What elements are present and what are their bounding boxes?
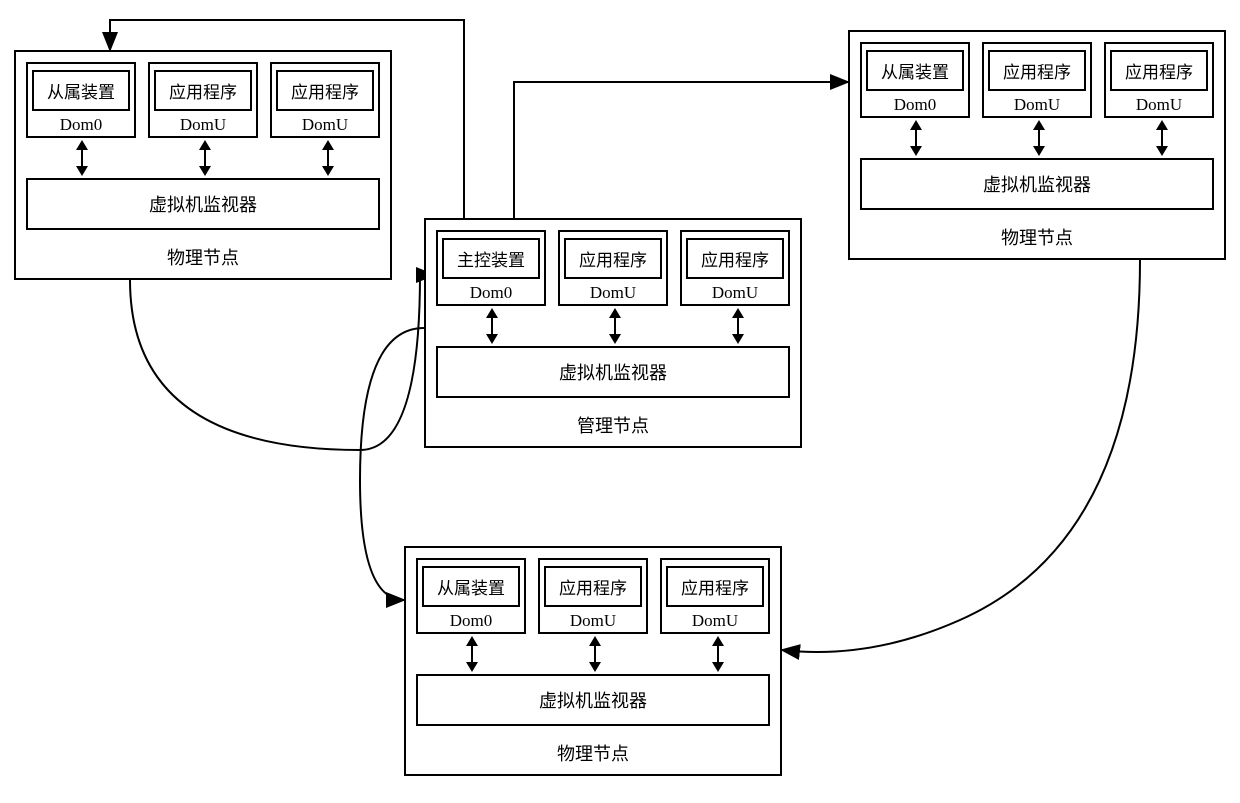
double-arrow-icon [75,140,89,176]
dom-group: 主控装置Dom0应用程序DomU应用程序DomU [436,230,790,306]
dom-sub-label: DomU [692,607,738,631]
dom-inner-label: 应用程序 [544,566,642,607]
dom-sub-label: Dom0 [60,111,103,135]
dom-inner-label: 应用程序 [276,70,374,111]
double-arrow-icon [909,120,923,156]
dom-group: 从属装置Dom0应用程序DomU应用程序DomU [860,42,1214,118]
dom-box-1: 应用程序DomU [982,42,1092,118]
dom-sub-label: Dom0 [470,279,513,303]
double-arrow-icon [198,140,212,176]
dom-box-1: 应用程序DomU [148,62,258,138]
edge-tl-to-mid [130,275,434,450]
node-label: 物理节点 [406,740,780,766]
dom-inner-label: 从属装置 [422,566,520,607]
node-label: 物理节点 [16,244,390,270]
dom-box-2: 应用程序DomU [680,230,790,306]
dom-box-2: 应用程序DomU [660,558,770,634]
dom-box-0: 从属装置Dom0 [416,558,526,634]
node-tl: 从属装置Dom0应用程序DomU应用程序DomU虚拟机监视器物理节点 [14,50,392,280]
double-arrow-icon [731,308,745,344]
double-arrow-icon [588,636,602,672]
edge-mid-to-tr [514,82,848,228]
double-arrow-icon [711,636,725,672]
dom-inner-label: 应用程序 [666,566,764,607]
dom-box-0: 主控装置Dom0 [436,230,546,306]
vmm-box: 虚拟机监视器 [860,158,1214,210]
dom-sub-label: DomU [1136,91,1182,115]
dom-sub-label: DomU [302,111,348,135]
dom-sub-label: Dom0 [450,607,493,631]
double-arrow-icon [321,140,335,176]
dom-group: 从属装置Dom0应用程序DomU应用程序DomU [26,62,380,138]
dom-sub-label: DomU [1014,91,1060,115]
dom-inner-label: 主控装置 [442,238,540,279]
dom-sub-label: Dom0 [894,91,937,115]
dom-sub-label: DomU [570,607,616,631]
dom-inner-label: 从属装置 [866,50,964,91]
node-label: 管理节点 [426,412,800,438]
vmm-box: 虚拟机监视器 [26,178,380,230]
dom-group: 从属装置Dom0应用程序DomU应用程序DomU [416,558,770,634]
dom-sub-label: DomU [180,111,226,135]
double-arrow-icon [1155,120,1169,156]
node-mid: 主控装置Dom0应用程序DomU应用程序DomU虚拟机监视器管理节点 [424,218,802,448]
dom-inner-label: 应用程序 [988,50,1086,91]
dom-box-2: 应用程序DomU [1104,42,1214,118]
node-label: 物理节点 [850,224,1224,250]
dom-inner-label: 应用程序 [154,70,252,111]
dom-box-1: 应用程序DomU [558,230,668,306]
double-arrow-icon [485,308,499,344]
double-arrow-icon [1032,120,1046,156]
dom-sub-label: DomU [712,279,758,303]
double-arrow-icon [465,636,479,672]
dom-inner-label: 从属装置 [32,70,130,111]
dom-inner-label: 应用程序 [686,238,784,279]
double-arrow-icon [608,308,622,344]
dom-box-1: 应用程序DomU [538,558,648,634]
dom-sub-label: DomU [590,279,636,303]
dom-box-0: 从属装置Dom0 [26,62,136,138]
dom-box-0: 从属装置Dom0 [860,42,970,118]
dom-inner-label: 应用程序 [564,238,662,279]
node-bot: 从属装置Dom0应用程序DomU应用程序DomU虚拟机监视器物理节点 [404,546,782,776]
diagram-canvas: 从属装置Dom0应用程序DomU应用程序DomU虚拟机监视器物理节点从属装置Do… [0,0,1240,803]
vmm-box: 虚拟机监视器 [436,346,790,398]
vmm-box: 虚拟机监视器 [416,674,770,726]
dom-inner-label: 应用程序 [1110,50,1208,91]
dom-box-2: 应用程序DomU [270,62,380,138]
edge-tr-to-bot [782,260,1140,652]
node-tr: 从属装置Dom0应用程序DomU应用程序DomU虚拟机监视器物理节点 [848,30,1226,260]
